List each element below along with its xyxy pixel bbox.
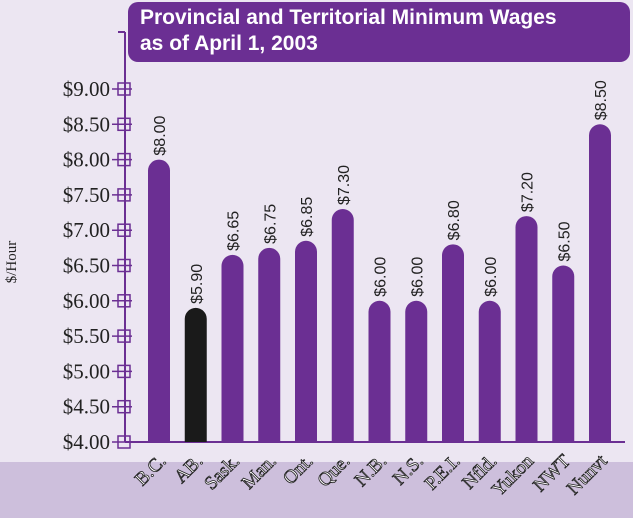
y-tick-label: $9.00 <box>63 77 110 101</box>
title-box <box>128 2 630 62</box>
tick-box <box>117 399 131 414</box>
tick-box <box>117 152 131 167</box>
value-label: $6.65 <box>226 211 243 251</box>
bar <box>589 124 611 443</box>
y-tick-label: $8.00 <box>63 148 110 172</box>
bar <box>331 209 354 442</box>
bar <box>552 265 575 442</box>
value-label: $6.00 <box>373 257 390 297</box>
tick-box <box>117 329 131 343</box>
y-tick-label: $5.00 <box>63 359 110 383</box>
bar <box>148 159 170 442</box>
value-label: $6.80 <box>446 200 463 240</box>
tick-box <box>117 294 131 308</box>
bar <box>368 300 391 442</box>
y-tick-label: $4.00 <box>63 430 110 454</box>
y-tick-label: $8.50 <box>63 112 110 136</box>
value-label: $6.00 <box>483 257 500 297</box>
bar <box>258 247 281 442</box>
y-tick-label: $4.50 <box>63 395 110 419</box>
bar <box>442 244 464 442</box>
tick-box <box>117 364 131 379</box>
tick-box <box>117 435 131 449</box>
value-label: $6.50 <box>556 221 573 261</box>
y-tick-label: $5.50 <box>63 324 110 348</box>
value-label: $5.90 <box>189 264 206 304</box>
tick-box <box>117 188 131 202</box>
bar <box>184 307 207 442</box>
value-label: $6.00 <box>409 257 426 297</box>
bar <box>405 300 428 442</box>
tick-box <box>117 82 131 96</box>
bar <box>221 254 244 442</box>
tick-box <box>117 223 131 237</box>
y-tick-label: $6.00 <box>63 289 110 313</box>
y-axis-label: $/Hour <box>4 241 20 284</box>
chart-title: Provincial and Territorial Minimum Wages <box>140 6 557 29</box>
bar <box>295 240 317 442</box>
chart-title: as of April 1, 2003 <box>140 32 318 55</box>
footer-band <box>0 462 633 518</box>
bar <box>478 300 501 442</box>
tick-box <box>117 117 131 132</box>
value-label: $7.30 <box>336 165 353 205</box>
value-label: $8.00 <box>152 115 169 155</box>
y-tick-label: $7.00 <box>63 218 110 242</box>
value-label: $7.20 <box>520 172 537 212</box>
value-label: $8.50 <box>593 80 610 120</box>
y-tick-label: $7.50 <box>63 183 110 207</box>
y-tick-label: $6.50 <box>63 254 110 278</box>
value-label: $6.85 <box>299 197 316 237</box>
value-label: $6.75 <box>262 204 279 244</box>
tick-box <box>117 258 131 273</box>
bar <box>515 216 538 442</box>
